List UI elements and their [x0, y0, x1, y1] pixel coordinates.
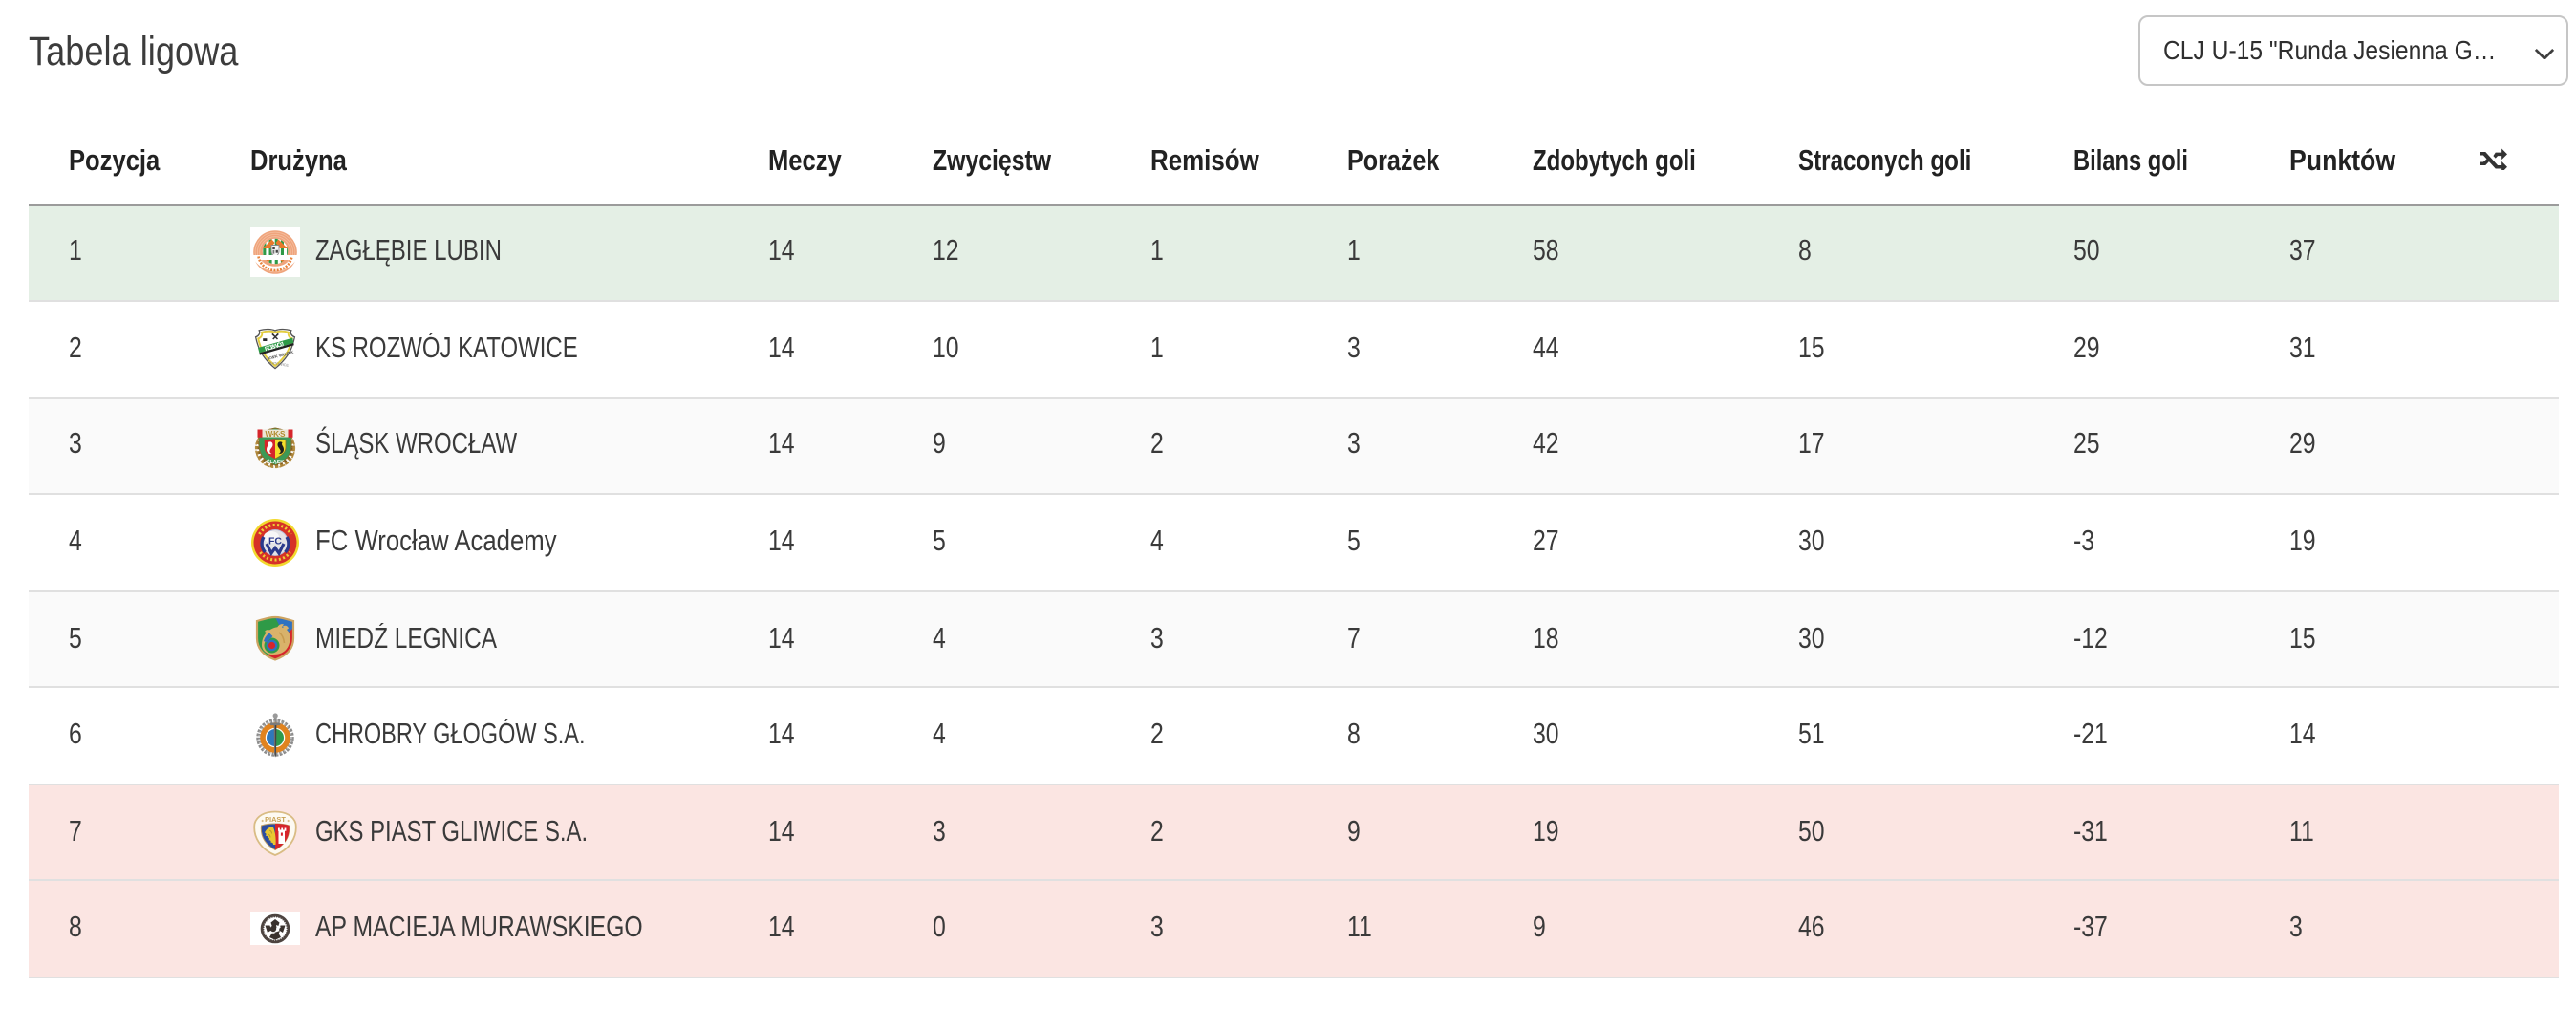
- svg-text:KATOWICE: KATOWICE: [268, 361, 289, 368]
- svg-text:PIAST: PIAST: [265, 814, 286, 823]
- svg-text:W·K·S: W·K·S: [265, 431, 286, 440]
- svg-text:ŚLĄSK: ŚLĄSK: [266, 460, 283, 466]
- svg-text:FC: FC: [268, 535, 282, 547]
